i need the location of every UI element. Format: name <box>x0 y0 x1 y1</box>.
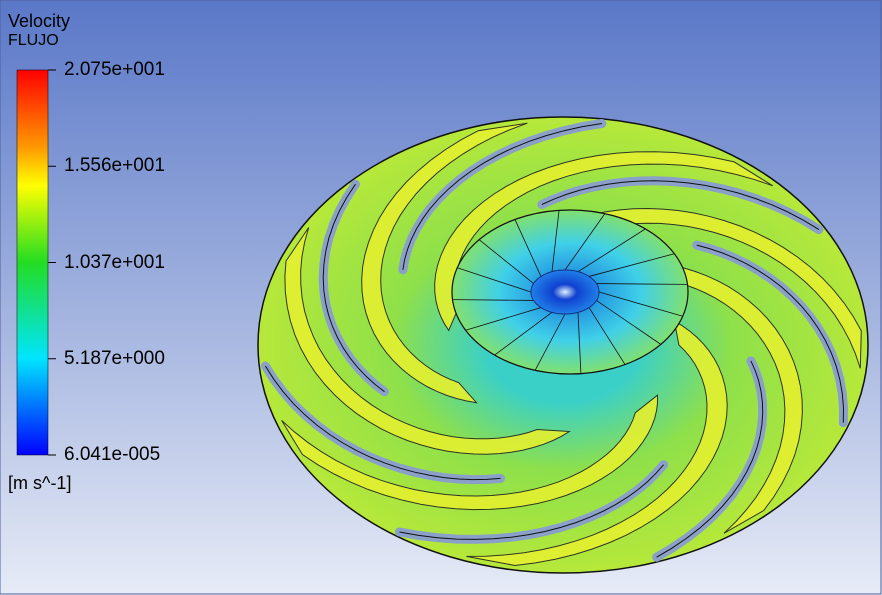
blade-band <box>605 261 803 534</box>
blade-edge <box>402 123 602 270</box>
hub-line <box>534 313 566 371</box>
hub-line <box>457 267 532 293</box>
hub-line <box>577 312 582 374</box>
blade-band <box>434 151 774 332</box>
color-bar <box>16 69 49 456</box>
hub-line <box>588 307 626 365</box>
hub-line <box>596 283 688 285</box>
blade-band <box>284 227 572 455</box>
hub-line <box>494 312 553 356</box>
blade-edge <box>399 464 664 540</box>
hub-line <box>588 253 675 277</box>
legend-subtitle: FLUJO <box>8 32 59 49</box>
blade-band <box>361 122 528 404</box>
tick-label: 5.187e+000 <box>64 347 165 369</box>
impeller-blades <box>260 119 862 567</box>
blade-edge <box>656 360 764 558</box>
hub-line <box>551 210 560 272</box>
hub-line <box>514 219 542 277</box>
hub-line <box>598 291 683 317</box>
blade-band <box>281 394 658 511</box>
hub-line <box>452 299 534 301</box>
legend-title: Velocity <box>8 11 71 31</box>
hub-line <box>577 228 646 273</box>
color-bar-ticks <box>48 69 56 456</box>
blade-edge <box>322 183 385 393</box>
impeller-eye <box>530 269 600 315</box>
hub-line <box>596 300 662 345</box>
blade-band <box>466 320 728 567</box>
hub-line <box>465 307 542 331</box>
hub-line <box>478 239 534 284</box>
tick-label: 6.041e-005 <box>64 444 161 465</box>
tick-label: 1.037e+001 <box>64 251 165 273</box>
blade-edge <box>541 180 820 231</box>
tick-label: 1.556e+001 <box>64 155 165 177</box>
hub-line <box>564 213 606 271</box>
tick-label: 2.075e+001 <box>64 59 165 80</box>
legend-unit: [m s^-1] <box>8 473 72 493</box>
hub-lines <box>452 210 688 374</box>
blade-edge <box>696 244 845 423</box>
blade-edge <box>264 365 501 481</box>
